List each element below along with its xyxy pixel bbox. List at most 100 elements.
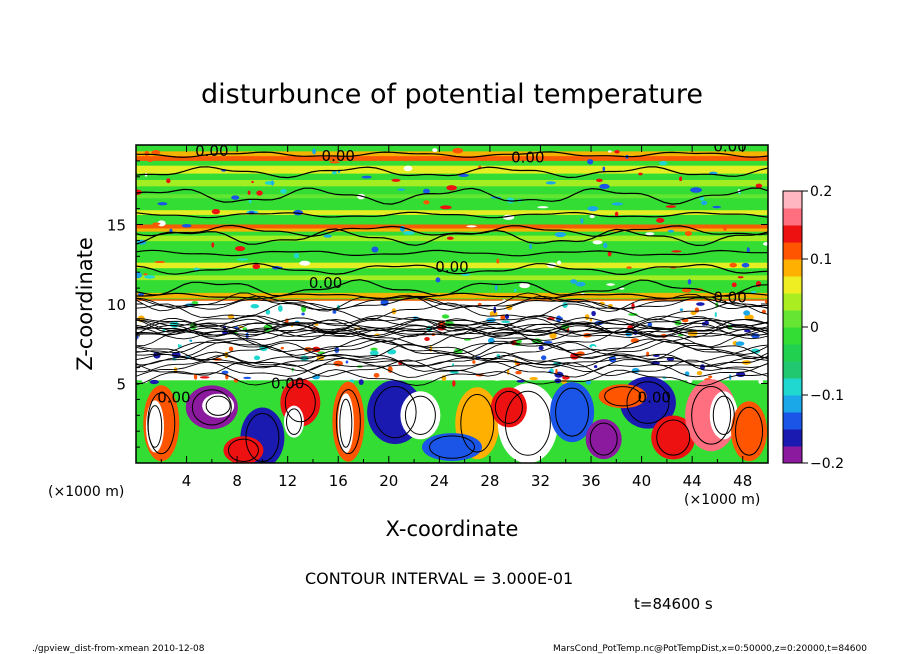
contour-loop	[147, 392, 176, 455]
field-speckle	[386, 349, 397, 355]
field-speckle	[373, 372, 380, 378]
field-speckle	[712, 205, 722, 209]
field-speckle	[679, 308, 684, 312]
field-speckle	[631, 302, 635, 310]
contour-line	[136, 354, 768, 373]
contour-label: 0.00	[157, 389, 190, 407]
field-speckle	[743, 310, 751, 316]
field-speckle	[529, 377, 538, 381]
field-speckle	[591, 310, 596, 317]
colorbar-swatch	[783, 310, 802, 328]
y-tick-label: 15	[107, 217, 126, 235]
field-speckle	[472, 360, 476, 364]
field-speckle	[248, 199, 252, 204]
y-tick-label: 5	[116, 376, 126, 394]
field-speckle	[256, 190, 263, 196]
field-speckle	[385, 306, 389, 309]
field-speckle	[544, 304, 550, 308]
colorbar-swatch	[783, 208, 802, 226]
field-speckle	[537, 206, 549, 209]
field-speckle	[332, 170, 337, 175]
field-speckle	[247, 190, 251, 195]
convective-cell	[223, 436, 264, 463]
field-speckle	[193, 267, 200, 271]
field-speckle	[423, 200, 430, 205]
field-speckle	[280, 346, 284, 350]
field-speckle	[744, 314, 754, 320]
field-speckle	[645, 232, 655, 236]
field-speckle	[251, 180, 254, 184]
field-speckle	[441, 314, 450, 319]
field-speckle	[423, 188, 430, 194]
convective-cell	[731, 401, 768, 462]
contour-interval-text: CONTOUR INTERVAL = 3.000E-01	[305, 569, 573, 588]
field-speckle	[638, 172, 643, 176]
contour-loop	[429, 435, 475, 459]
contour-line	[136, 351, 768, 368]
contour-loop	[494, 390, 523, 424]
contour-loop	[555, 387, 590, 437]
time-text: t=84600 s	[634, 595, 713, 613]
contour-label: 0.00	[322, 147, 355, 165]
x-unit-right: (×1000 m)	[684, 492, 760, 508]
y-axis-label: Z-coordinate	[73, 237, 97, 371]
field-speckle	[593, 365, 598, 369]
field-speckle	[178, 301, 186, 306]
y-axis-ticks: 5 10 15	[107, 160, 768, 448]
field-band	[136, 165, 768, 174]
contour-line	[136, 292, 768, 300]
field-band	[136, 151, 768, 158]
field-speckle	[157, 202, 168, 206]
field-speckle	[143, 273, 148, 276]
x-tick-label: 44	[683, 472, 702, 490]
contour-line	[136, 359, 768, 377]
contour-line	[136, 338, 768, 354]
field-speckle	[543, 341, 553, 344]
contour-label: 0.00	[713, 137, 746, 155]
field-speckle	[699, 196, 705, 201]
contour-loop	[373, 386, 417, 439]
field-speckle	[501, 320, 511, 324]
field-speckle	[741, 262, 750, 268]
field-speckle	[250, 304, 260, 309]
field-speckle	[580, 218, 584, 224]
x-tick-label: 24	[430, 472, 449, 490]
x-unit-left: (×1000 m)	[48, 484, 124, 500]
contour-loop	[656, 419, 691, 456]
field-speckle	[466, 225, 477, 228]
contour-label: 0.00	[195, 142, 228, 160]
colorbar-swatch	[783, 344, 802, 362]
field-speckle	[515, 370, 522, 375]
contour-line	[136, 151, 768, 158]
field-speckle	[329, 161, 340, 164]
field-speckle	[614, 211, 619, 217]
field-speckle	[514, 288, 517, 292]
field-speckle	[764, 299, 768, 304]
contour-line	[136, 341, 768, 361]
field-speckle	[236, 258, 249, 261]
field-speckle	[397, 188, 406, 191]
colorbar	[783, 191, 802, 464]
field-band	[136, 275, 768, 281]
contour-line	[136, 262, 768, 276]
field-speckle	[584, 361, 593, 365]
x-tick-label: 12	[278, 472, 297, 490]
field-speckle	[166, 178, 171, 184]
field-speckle	[546, 317, 555, 321]
contour-line	[136, 318, 768, 334]
field-speckle	[596, 178, 603, 183]
x-tick-label: 32	[531, 472, 550, 490]
field-speckle	[557, 260, 562, 265]
field-speckle	[181, 224, 192, 228]
colorbar-tick-label: −0.2	[810, 456, 844, 472]
field-speckle	[259, 344, 268, 352]
contour-loop	[191, 389, 232, 426]
field-speckle	[696, 302, 705, 306]
contour-label: 0.00	[638, 389, 671, 407]
field-speckle	[189, 339, 193, 342]
field-speckle	[687, 279, 692, 285]
field-speckle	[492, 375, 502, 381]
contour-line	[136, 323, 768, 338]
field-speckle	[446, 185, 457, 191]
